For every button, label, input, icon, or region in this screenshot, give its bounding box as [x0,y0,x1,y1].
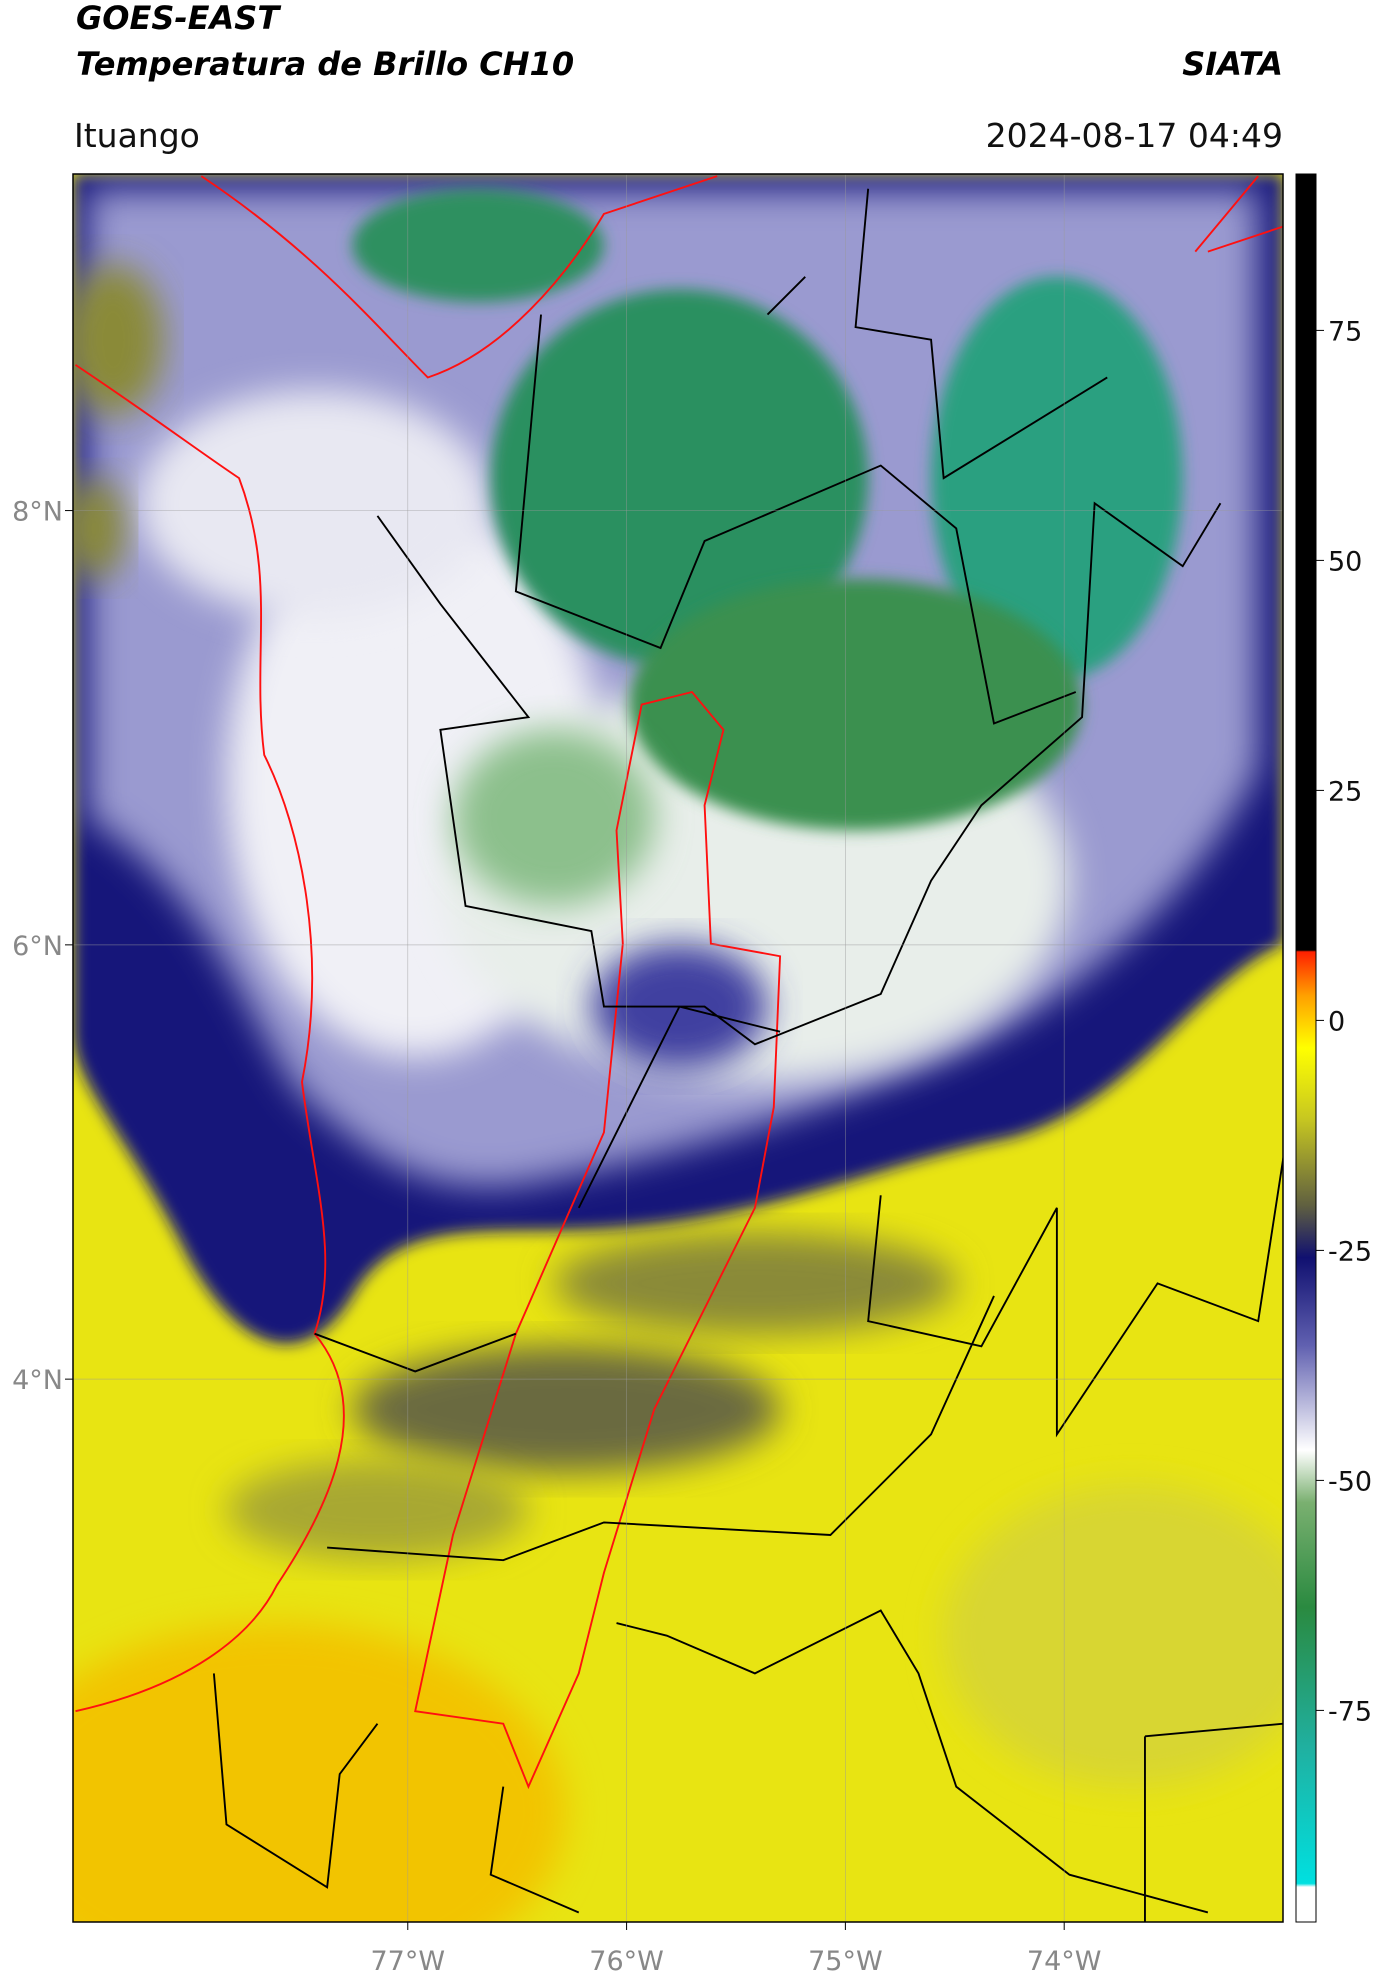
x-tick-label: 77°W [370,1946,445,1977]
axes: 77°W 76°W 75°W 74°W 8°N 6°N 4°N 75 50 25 0 -25 -50 -7… [12,174,1372,1977]
colorbar-tick-label: -25 [1328,1236,1372,1267]
colorbar [1295,173,1317,1923]
datetime: 2024-08-17 04:49 [986,116,1283,155]
x-tick-label: 76°W [589,1946,664,1977]
x-tick-label: 75°W [808,1946,883,1977]
satellite-image [72,173,1284,1923]
colorbar-tick-label: -75 [1328,1696,1372,1727]
y-tick-label: 6°N [12,931,63,962]
y-tick-label: 8°N [12,497,63,528]
y-tick-label: 4°N [12,1365,63,1396]
location: Ituango [74,116,200,155]
x-tick-label: 74°W [1027,1946,1102,1977]
colorbar-tick-label: -50 [1328,1466,1372,1497]
map-frame [72,173,1284,1923]
colorbar-tick-label: 75 [1328,316,1362,347]
agency: SIATA [1182,45,1283,83]
colorbar-tick-label: 25 [1328,776,1362,807]
title: GOES-EAST [76,0,281,37]
colorbar-tick-label: 0 [1328,1006,1345,1037]
colorbar-tick-label: 50 [1328,546,1362,577]
subtitle: Temperatura de Brillo CH10 [76,45,574,83]
